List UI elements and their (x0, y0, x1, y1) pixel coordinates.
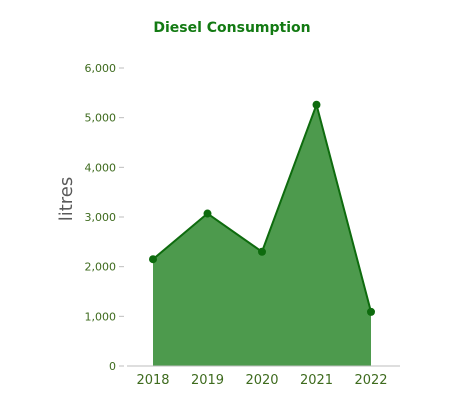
series-area (153, 104, 371, 367)
x-tick-label: 2018 (136, 373, 169, 388)
x-tick-label: 2021 (300, 373, 333, 388)
x-tick-label: 2022 (354, 373, 387, 388)
y-axis-title: litres (56, 177, 77, 222)
y-axis: 0 1,000 2,000 3,000 4,000 5,000 6,000 (85, 62, 124, 373)
data-points (149, 100, 375, 316)
y-tick-label: 6,000 (85, 62, 117, 75)
y-tick-label: 3,000 (85, 211, 117, 224)
data-point[interactable] (312, 100, 321, 109)
y-tick-label: 4,000 (85, 161, 117, 174)
data-point[interactable] (149, 255, 157, 264)
plot-area (152, 103, 372, 367)
y-tick-label: 1,000 (85, 310, 117, 323)
data-point[interactable] (367, 307, 375, 316)
chart-title: Diesel Consumption (153, 20, 310, 36)
y-tick-label: 5,000 (85, 112, 117, 125)
x-tick-label: 2019 (191, 373, 224, 388)
x-axis: 2018 2019 2020 2021 2022 (127, 365, 400, 388)
data-point[interactable] (258, 247, 266, 256)
data-point[interactable] (203, 209, 212, 218)
y-tick-label: 0 (109, 360, 116, 373)
y-tick-label: 2,000 (85, 261, 117, 274)
x-tick-label: 2020 (245, 373, 278, 388)
